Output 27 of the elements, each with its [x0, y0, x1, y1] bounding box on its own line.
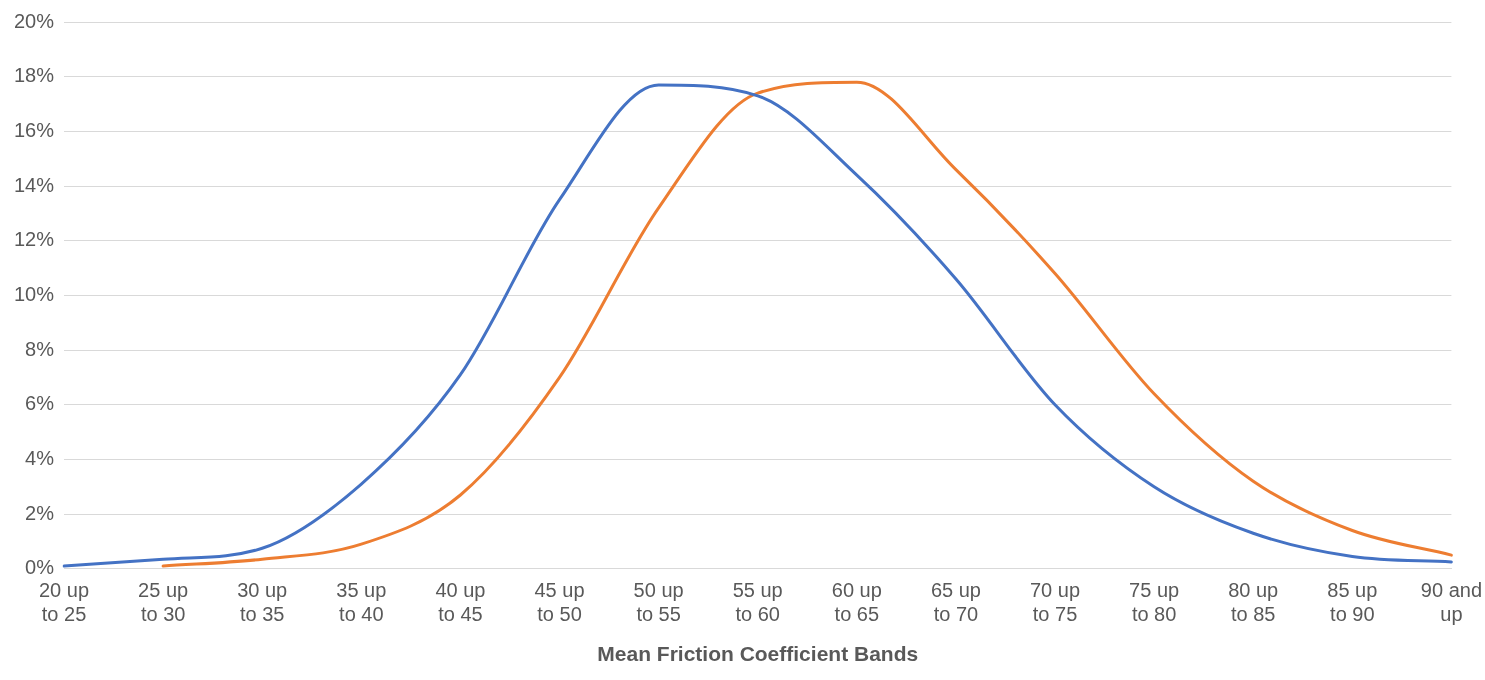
- x-tick-label: 60 up to 65: [831, 579, 882, 626]
- x-tick-label: 40 up to 45: [435, 579, 486, 626]
- x-tick-label: 90 and up: [1420, 579, 1482, 626]
- y-tick-label: 6%: [25, 392, 55, 415]
- x-tick-label: 25 up to 30: [138, 579, 189, 626]
- y-tick-label: 14%: [14, 173, 55, 196]
- x-tick-label: 20 up to 25: [39, 579, 90, 626]
- y-tick-label: 20%: [14, 9, 55, 32]
- x-tick-label: 80 up to 85: [1228, 579, 1279, 626]
- x-tick-label: 65 up to 70: [930, 579, 981, 626]
- x-tick-label: 50 up to 55: [633, 579, 684, 626]
- y-tick-label: 4%: [25, 446, 55, 469]
- y-tick-label: 2%: [25, 501, 55, 524]
- y-tick-label: 0%: [25, 556, 55, 579]
- x-tick-label: 70 up to 75: [1029, 579, 1081, 626]
- x-tick-label: 30 up to 35: [237, 579, 288, 626]
- y-tick-label: 8%: [25, 337, 55, 360]
- y-tick-label: 18%: [14, 64, 55, 87]
- x-tick-label: 45 up to 50: [534, 579, 585, 626]
- y-tick-label: 12%: [14, 228, 55, 251]
- x-tick-label: 75 up to 80: [1129, 579, 1180, 626]
- y-tick-label: 10%: [14, 282, 55, 305]
- x-tick-label: 35 up to 40: [336, 579, 387, 626]
- x-tick-label: 55 up to 60: [732, 579, 783, 626]
- y-tick-label: 16%: [14, 118, 55, 141]
- x-tick-label: 85 up to 90: [1327, 579, 1378, 626]
- x-axis-title: Mean Friction Coefficient Bands: [597, 642, 919, 666]
